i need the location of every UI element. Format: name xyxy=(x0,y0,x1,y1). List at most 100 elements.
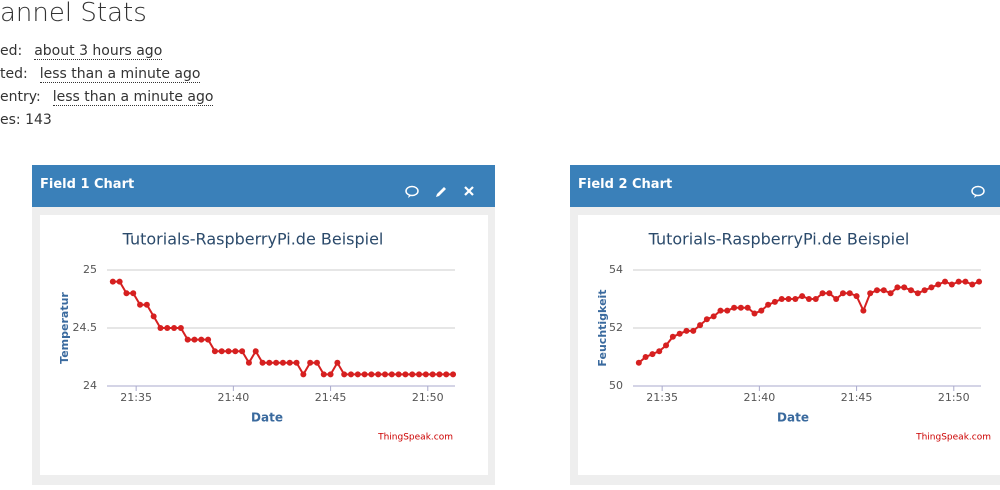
data-point xyxy=(354,371,361,378)
data-point xyxy=(785,296,792,302)
data-point xyxy=(969,281,976,288)
panel-icons xyxy=(405,177,485,217)
x-tick-label: 21:50 xyxy=(938,391,970,404)
panel-title: Field 1 Chart xyxy=(40,177,135,192)
panel-header: Field 2 Chart xyxy=(570,165,1000,207)
stat-row: entry: less than a minute ago xyxy=(0,89,214,106)
data-point xyxy=(765,301,772,308)
y-tick-label: 52 xyxy=(609,321,623,334)
chart: Tutorials-RaspberryPi.de Beispiel 50 52 54 2… xyxy=(578,215,1000,475)
data-point xyxy=(901,284,908,291)
stat-label: entry: xyxy=(0,89,41,105)
data-point xyxy=(218,348,225,355)
data-point xyxy=(642,354,649,360)
data-point xyxy=(130,290,137,297)
stat-value[interactable]: less than a minute ago xyxy=(52,89,214,106)
x-tick-label: 21:40 xyxy=(744,391,776,404)
data-point xyxy=(805,296,812,302)
data-point xyxy=(164,325,171,331)
data-point xyxy=(327,371,334,378)
data-point xyxy=(928,284,935,291)
data-point xyxy=(198,336,205,343)
close-icon[interactable] xyxy=(464,186,474,196)
data-point xyxy=(143,301,150,308)
data-point xyxy=(656,348,663,355)
x-tick-label: 21:45 xyxy=(841,391,873,404)
data-point xyxy=(778,296,785,302)
series-line xyxy=(638,280,980,364)
comment-icon[interactable] xyxy=(971,185,985,199)
x-tick-label: 21:35 xyxy=(120,391,152,404)
data-point xyxy=(368,371,375,378)
data-point xyxy=(191,336,198,343)
data-point xyxy=(300,371,307,378)
data-point xyxy=(266,359,273,366)
data-point xyxy=(894,284,901,291)
page-title: annel Stats xyxy=(0,0,147,28)
comment-icon[interactable] xyxy=(405,185,419,199)
data-point xyxy=(914,290,921,297)
data-point xyxy=(205,336,212,343)
panel-icons xyxy=(405,185,474,199)
data-point xyxy=(873,287,880,294)
panel-title: Field 2 Chart xyxy=(578,177,673,192)
chart-panel: Field 1 Chart Tutorials-RaspberryPi.de Be… xyxy=(32,165,495,485)
data-point xyxy=(422,371,429,378)
data-point xyxy=(334,359,341,366)
chart-title: Tutorials-RaspberryPi.de Beispiel xyxy=(648,230,910,249)
panel-icons xyxy=(971,177,1000,217)
data-point xyxy=(935,281,942,288)
data-point xyxy=(375,371,382,378)
data-point xyxy=(245,359,252,366)
data-point xyxy=(710,313,717,320)
data-point xyxy=(361,371,368,378)
y-tick-label: 25 xyxy=(83,263,97,276)
data-point xyxy=(347,371,354,378)
data-point xyxy=(286,359,293,366)
data-point xyxy=(307,359,314,366)
data-point xyxy=(116,278,123,285)
y-axis-label: Temperatur xyxy=(58,292,71,364)
stat-value[interactable]: about 3 hours ago xyxy=(34,43,163,60)
data-point xyxy=(792,296,799,302)
data-point xyxy=(137,301,144,308)
data-point xyxy=(867,290,874,297)
data-point xyxy=(273,359,280,366)
data-point xyxy=(416,371,423,378)
data-point xyxy=(744,304,751,311)
credit: ThingSpeak.com xyxy=(915,433,991,443)
data-point xyxy=(341,371,348,378)
credit: ThingSpeak.com xyxy=(377,433,453,443)
data-point xyxy=(279,359,286,366)
data-point xyxy=(395,371,402,378)
data-point xyxy=(799,293,806,300)
data-point xyxy=(921,287,928,294)
data-point xyxy=(717,307,724,314)
chart-panel: Field 2 Chart Tutorials-RaspberryPi.de Be… xyxy=(570,165,1000,485)
data-point xyxy=(663,342,670,349)
data-point xyxy=(313,359,320,366)
data-point xyxy=(751,310,758,317)
edit-icon[interactable] xyxy=(436,187,446,197)
data-point xyxy=(887,290,894,297)
stat-label: ed: xyxy=(0,43,23,59)
data-point xyxy=(839,290,846,297)
stat-row: ted: less than a minute ago xyxy=(0,66,201,83)
y-axis-label: Feuchtigkeit xyxy=(596,289,609,366)
panel-icons xyxy=(971,185,985,199)
data-point xyxy=(853,293,860,300)
data-point xyxy=(690,327,697,334)
data-point xyxy=(846,290,853,297)
data-point xyxy=(109,278,116,285)
data-point xyxy=(252,348,259,355)
stat-row: ed: about 3 hours ago xyxy=(0,43,163,60)
chart-title: Tutorials-RaspberryPi.de Beispiel xyxy=(122,230,384,249)
data-point xyxy=(948,281,955,288)
data-point xyxy=(150,313,157,320)
data-point xyxy=(157,325,164,331)
data-point xyxy=(184,336,191,343)
data-point xyxy=(232,348,239,355)
stat-value[interactable]: less than a minute ago xyxy=(39,66,201,83)
data-point xyxy=(382,371,389,378)
data-point xyxy=(211,348,218,355)
